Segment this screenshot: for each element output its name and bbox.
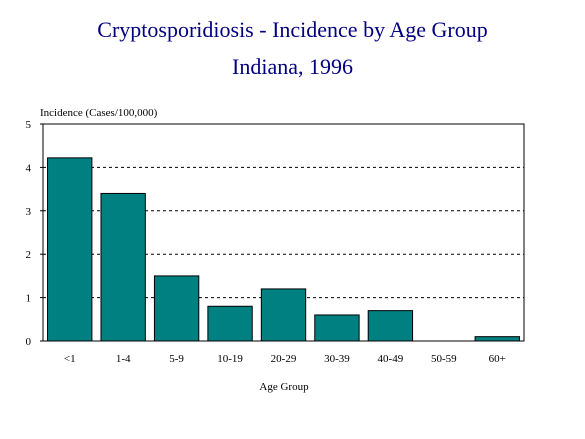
y-axis-ticks: 0 1 2 3 4 5 xyxy=(26,119,43,348)
y-tick-label: 1 xyxy=(26,293,32,305)
plot-area xyxy=(42,123,525,342)
bar-2 xyxy=(100,192,146,342)
bar-4 xyxy=(207,305,253,342)
bar-1 xyxy=(47,157,93,342)
x-tick-label: 10-19 xyxy=(217,353,243,365)
bars xyxy=(47,157,520,342)
bar-5 xyxy=(260,288,307,342)
chart-subtitle: Indiana, 1996 xyxy=(232,54,353,79)
x-tick-label: <1 xyxy=(64,353,76,365)
x-axis-ticks: <1 1-4 5-9 10-19 20-29 30-39 40-49 50-59 60+ xyxy=(64,353,506,365)
x-tick-label: 30-39 xyxy=(324,353,350,365)
bar-7 xyxy=(367,310,414,342)
x-tick-label: 20-29 xyxy=(271,353,297,365)
y-axis-label: Incidence (Cases/100,000) xyxy=(40,107,158,119)
x-axis-label: Age Group xyxy=(259,381,309,393)
bar-3 xyxy=(153,275,200,342)
x-tick-label: 1-4 xyxy=(116,353,131,365)
bar-6 xyxy=(314,314,360,342)
x-tick-label: 5-9 xyxy=(169,353,184,365)
y-tick-label: 0 xyxy=(26,336,32,348)
bar-9 xyxy=(474,336,520,342)
x-tick-label: 50-59 xyxy=(431,353,457,365)
y-tick-label: 5 xyxy=(26,119,32,131)
y-tick-label: 4 xyxy=(26,162,32,174)
y-tick-label: 2 xyxy=(26,249,32,261)
y-tick-label: 3 xyxy=(26,206,32,218)
chart-title: Cryptosporidiosis - Incidence by Age Gro… xyxy=(97,17,488,42)
x-tick-label: 60+ xyxy=(489,353,506,365)
x-tick-label: 40-49 xyxy=(378,353,404,365)
